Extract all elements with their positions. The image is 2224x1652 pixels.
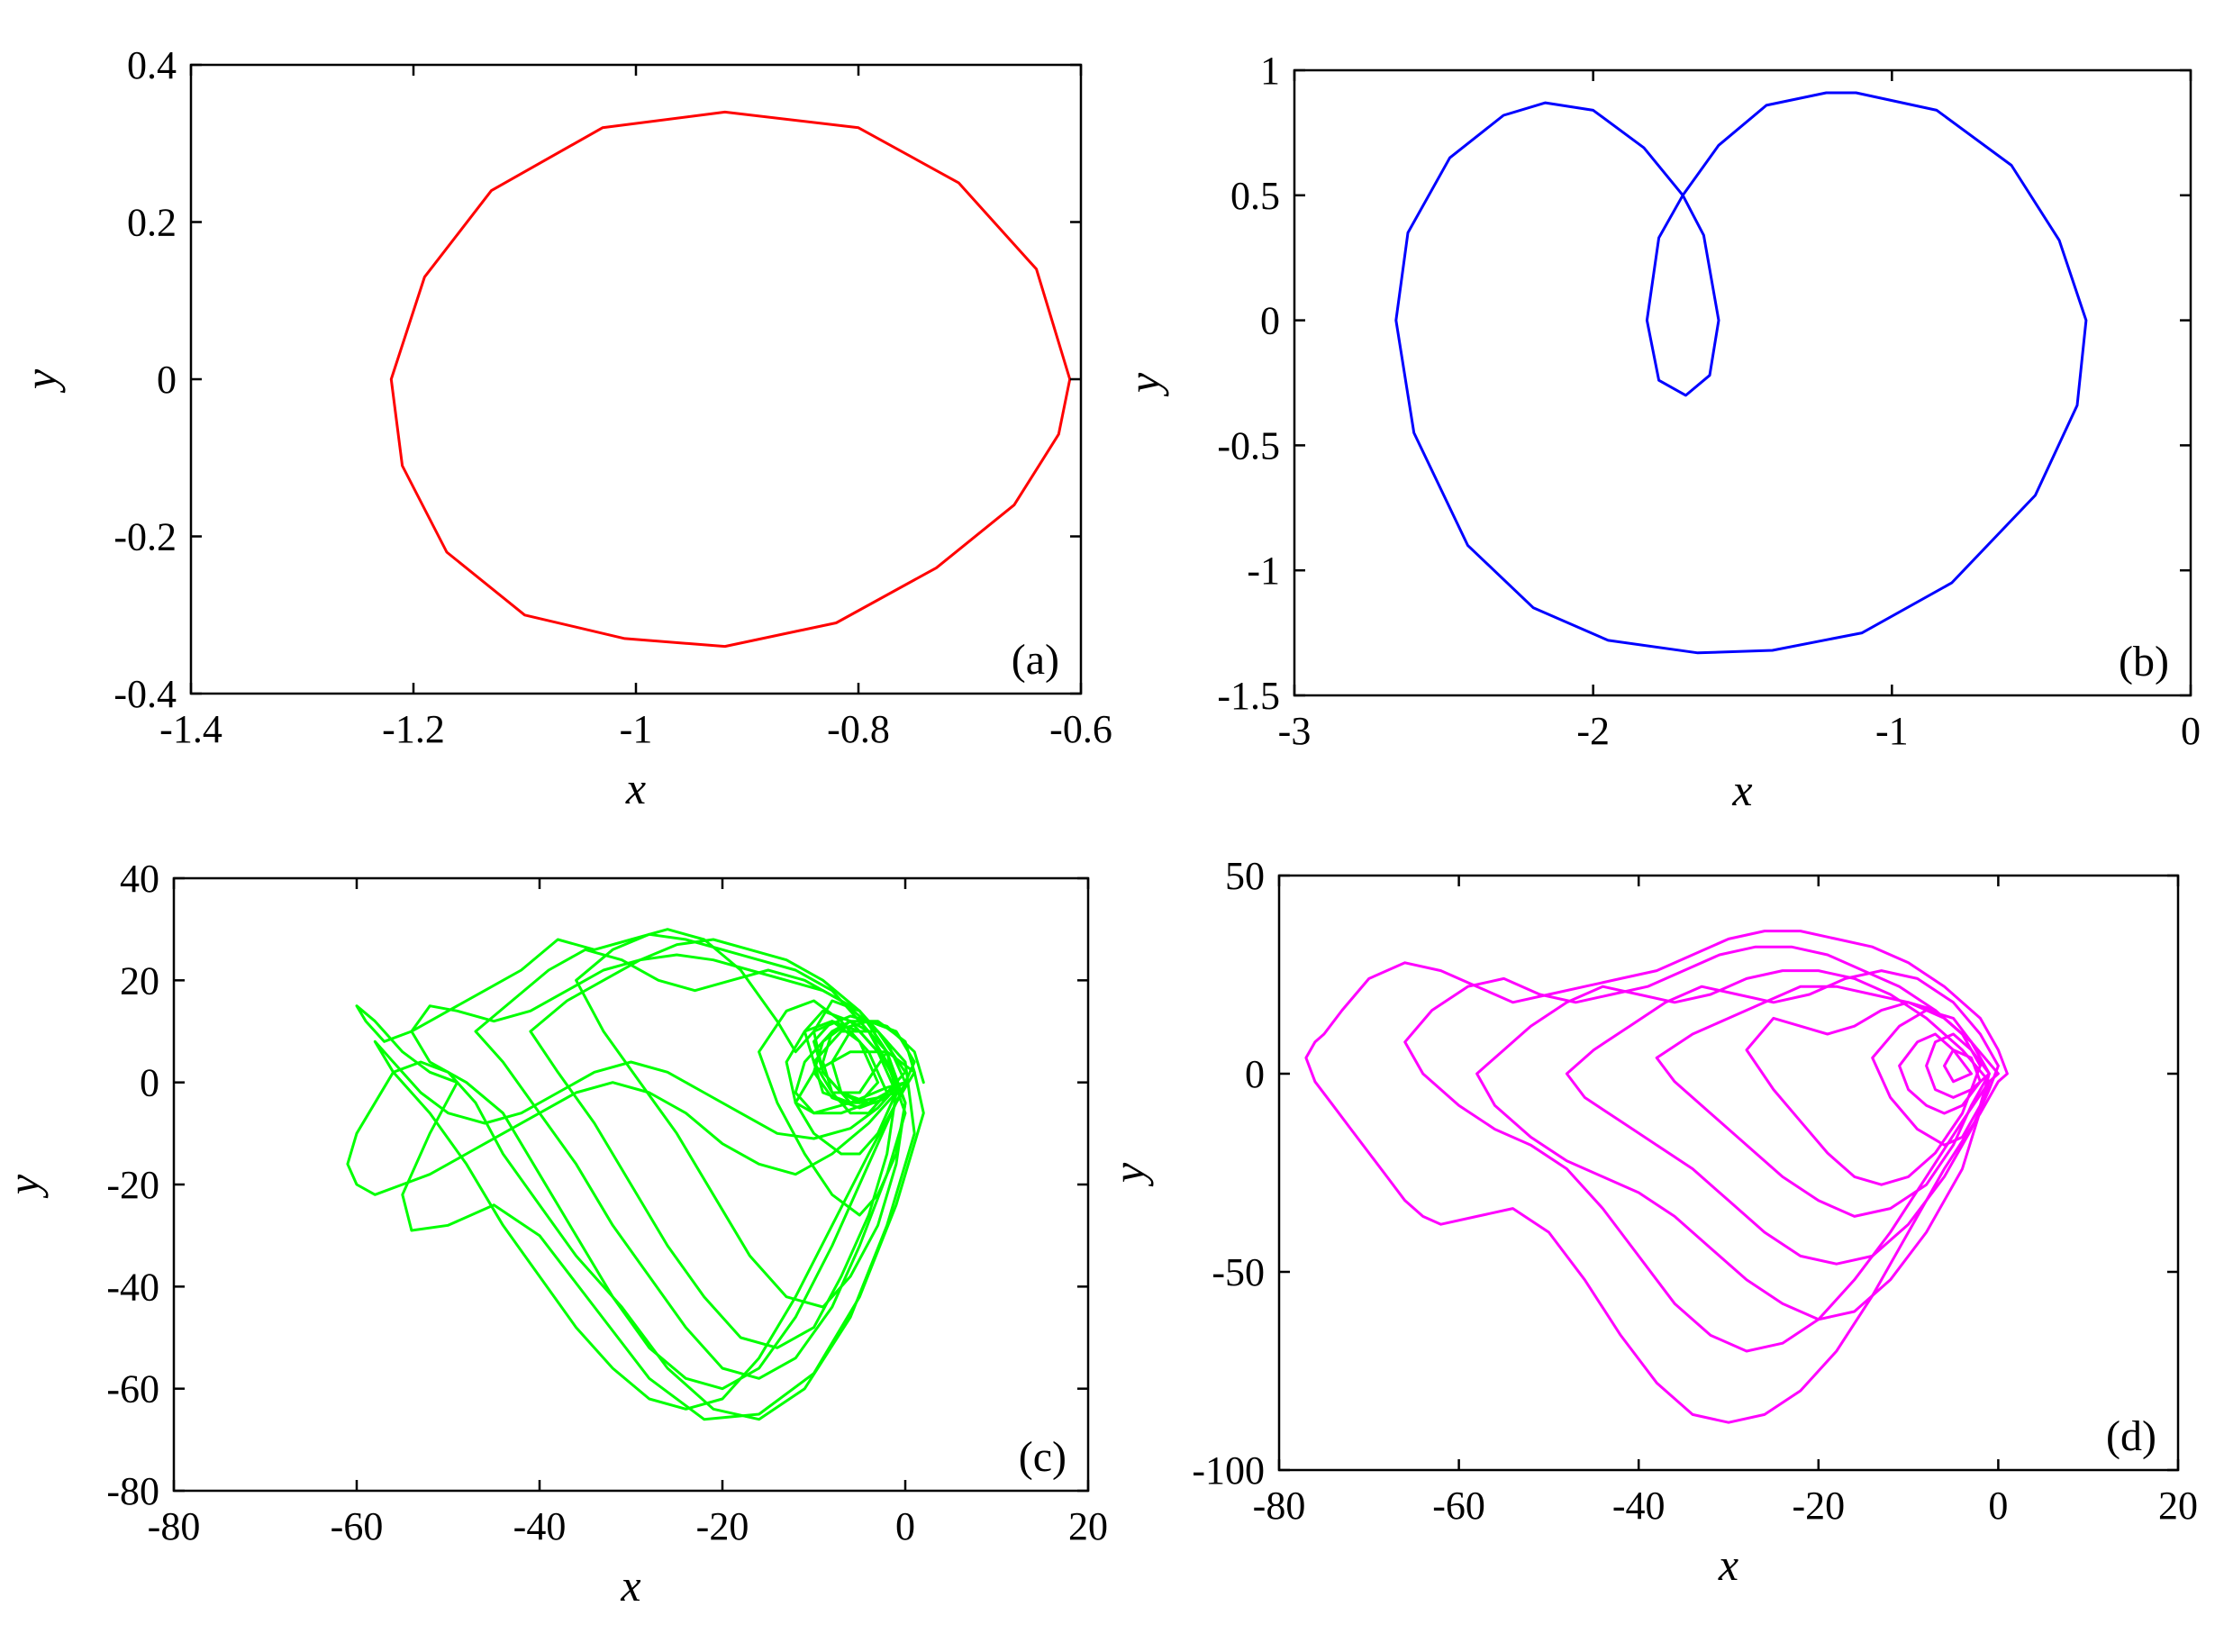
y-axis-label: y: [15, 368, 66, 394]
y-tick-label: 0: [1260, 299, 1280, 343]
y-axis-label: y: [0, 1174, 49, 1199]
y-tick-label: 20: [120, 958, 159, 1003]
panel-c: -80 -60 -40 -20 0 20 -80 -60 -40 -20 0 20 40 x y (c): [0, 857, 1108, 1611]
series-line-5: [373, 1020, 916, 1411]
series-line-3: [1475, 969, 1991, 1321]
panel-d: -80 -60 -40 -20 0 20 -100 -50 0 50 x y (d): [1103, 854, 2198, 1590]
x-tick-label: 0: [2181, 709, 2201, 753]
panel-label: (d): [2106, 1412, 2156, 1460]
series-line-1: [389, 110, 1072, 649]
y-tick-label: -1: [1247, 549, 1280, 593]
x-tick-label: -1: [1875, 709, 1909, 753]
y-tick-label: -0.4: [113, 672, 177, 716]
y-tick-label: -50: [1212, 1250, 1265, 1294]
y-tick-label: -1.5: [1217, 674, 1280, 718]
panel-label: (b): [2119, 638, 2169, 685]
x-tick-label: -60: [331, 1504, 384, 1548]
y-tick-label: 0.2: [127, 201, 177, 245]
y-tick-label: -60: [106, 1367, 159, 1411]
x-tick-label: -1: [620, 707, 653, 751]
series-line-8: [1898, 1032, 1982, 1115]
x-tick-label: -3: [1278, 709, 1312, 753]
y-tick-label: 40: [120, 857, 159, 901]
x-axis-label: x: [625, 763, 646, 813]
x-axis-label: x: [1731, 765, 1752, 815]
x-tick-label: -40: [1612, 1484, 1666, 1528]
series-line-5: [1655, 985, 1991, 1218]
x-axis-label: x: [1718, 1539, 1738, 1590]
x-tick-label: -40: [513, 1504, 567, 1548]
panel-b: -3 -2 -1 0 -1.5 -1 -0.5 0 0.5 1 x y (b): [1119, 49, 2201, 815]
panel-label: (c): [1019, 1433, 1067, 1481]
y-tick-label: 0: [157, 358, 177, 402]
y-tick-label: 0: [1245, 1052, 1265, 1096]
series-line-2: [1403, 945, 2000, 1353]
series-line-2: [401, 1050, 925, 1421]
x-tick-label: -0.8: [827, 707, 890, 751]
panel-a: -1.4 -1.2 -1 -0.8 -0.6 -0.4 -0.2 0 0.2 0.4 x y (a): [15, 43, 1112, 813]
y-axis-label: y: [1119, 372, 1169, 397]
y-tick-label: -80: [106, 1469, 159, 1513]
x-tick-label: -1.2: [382, 707, 445, 751]
series-line-10: [785, 1020, 898, 1156]
x-tick-label: 0: [895, 1504, 915, 1548]
x-axis-label: x: [620, 1560, 640, 1611]
x-tick-label: -0.6: [1049, 707, 1112, 751]
x-tick-label: -20: [696, 1504, 749, 1548]
y-axis-label: y: [1103, 1162, 1154, 1187]
y-tick-label: 0.5: [1230, 174, 1280, 218]
series-line-6: [1745, 1001, 1982, 1186]
x-tick-label: -20: [1792, 1484, 1845, 1528]
series-line-1: [1394, 91, 2088, 655]
series-line-1: [1304, 930, 2009, 1424]
plot-frame: [1293, 68, 2192, 697]
y-tick-label: 1: [1260, 49, 1280, 93]
y-tick-label: 50: [1225, 854, 1265, 898]
plot-frame: [1277, 874, 2180, 1472]
series-line-4: [1565, 969, 2000, 1266]
series-line-7: [1871, 1009, 1991, 1147]
y-tick-label: -100: [1192, 1448, 1265, 1493]
x-tick-label: 0: [1988, 1484, 2008, 1528]
y-tick-label: -40: [106, 1265, 159, 1309]
x-tick-label: -60: [1432, 1484, 1485, 1528]
series-line-1: [355, 928, 925, 1085]
series-line-7: [529, 938, 898, 1349]
x-tick-label: -2: [1576, 709, 1610, 753]
y-tick-label: 0.4: [127, 43, 177, 87]
series-line-9: [758, 999, 907, 1217]
x-tick-label: -1.4: [159, 707, 222, 751]
series-line-3: [346, 1030, 916, 1421]
x-tick-label: -80: [148, 1504, 201, 1548]
panel-label: (a): [1012, 636, 1059, 684]
x-tick-label: 20: [2158, 1484, 2198, 1528]
x-tick-label: 20: [1068, 1504, 1108, 1548]
y-tick-label: -0.2: [113, 515, 177, 559]
series-line-6: [474, 948, 907, 1380]
y-tick-label: -20: [106, 1163, 159, 1207]
y-tick-label: -0.5: [1217, 423, 1280, 467]
x-tick-label: -80: [1253, 1484, 1306, 1528]
y-tick-label: 0: [140, 1061, 159, 1105]
